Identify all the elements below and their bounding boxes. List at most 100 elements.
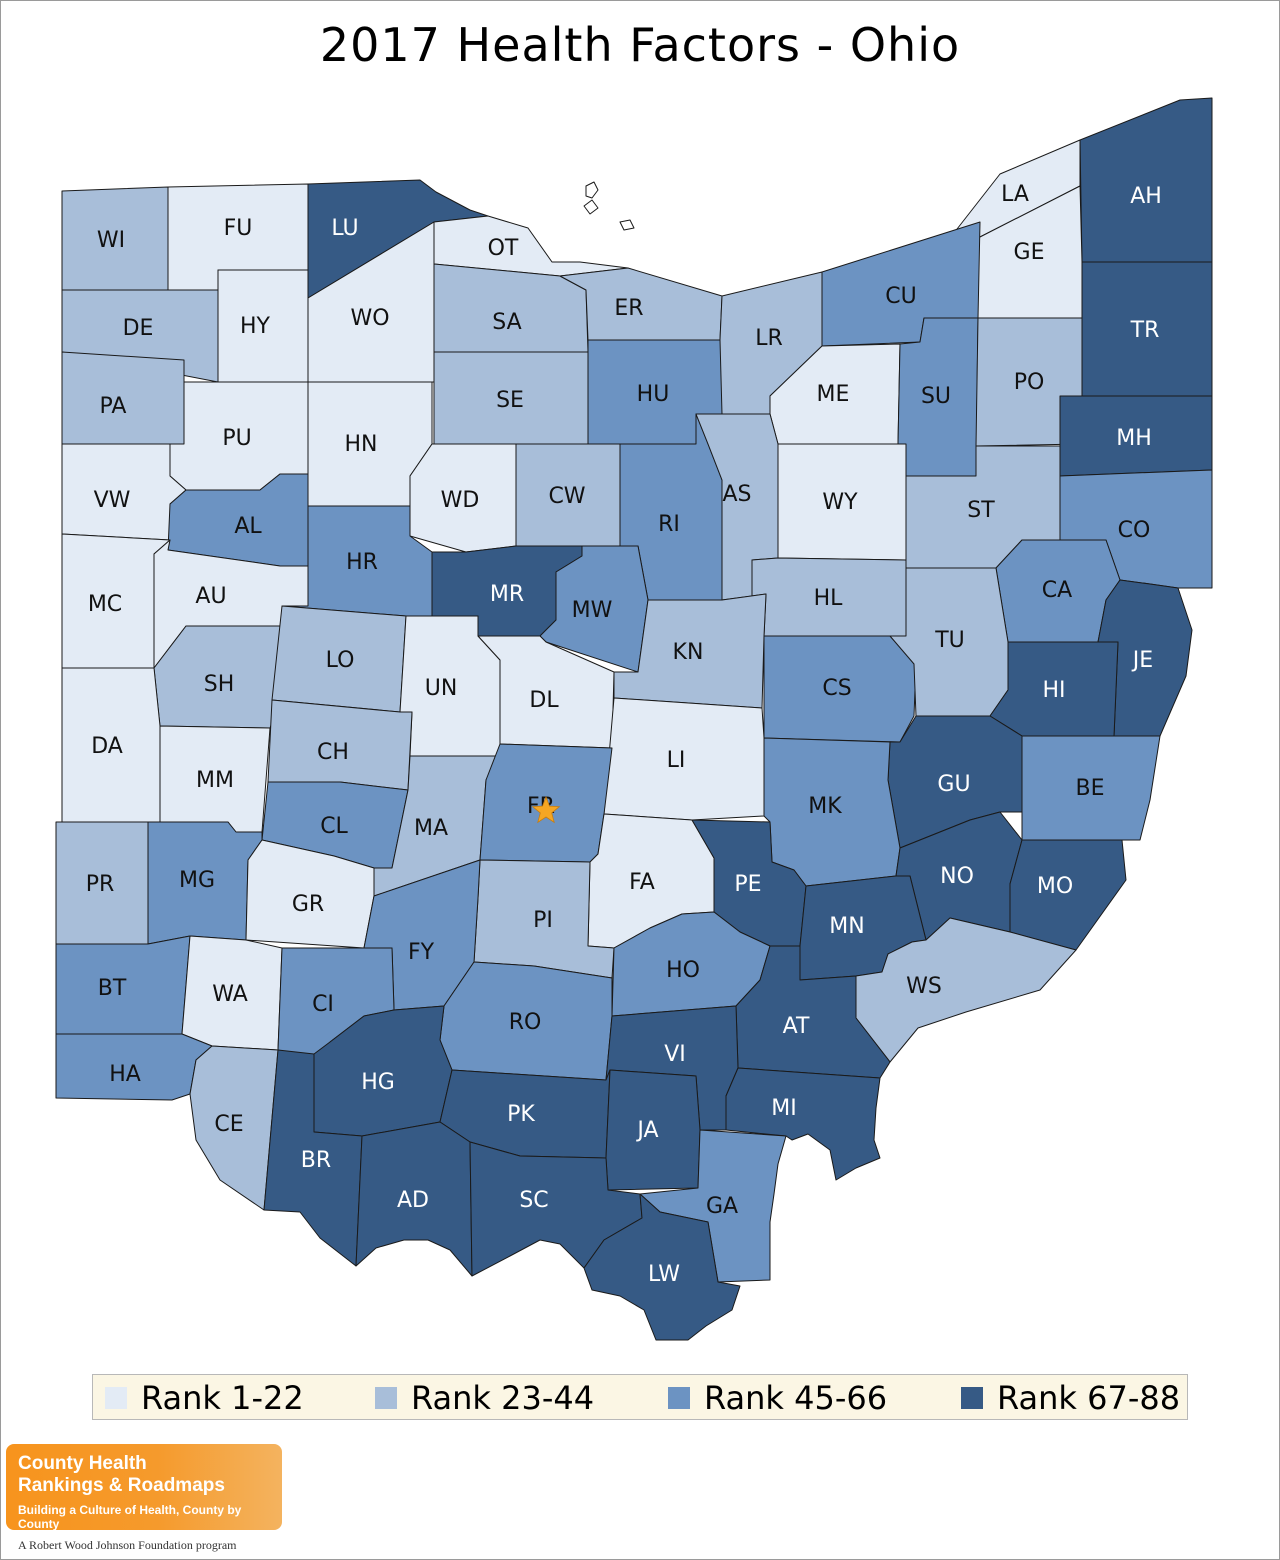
county-label-la: LA [1001, 182, 1029, 207]
county-label-ma: MA [414, 816, 448, 841]
county-mi[interactable] [725, 1067, 881, 1181]
map-title: 2017 Health Factors - Ohio [319, 18, 961, 72]
county-label-no: NO [940, 864, 974, 889]
county-label-hr: HR [346, 550, 378, 575]
county-label-gu: GU [937, 772, 970, 797]
county-label-fu: FU [224, 216, 253, 241]
county-label-be: BE [1076, 776, 1105, 801]
county-be[interactable] [1021, 735, 1161, 841]
county-label-su: SU [921, 384, 951, 409]
legend-swatch [105, 1387, 127, 1409]
legend-label: Rank 1-22 [141, 1379, 304, 1417]
county-label-fy: FY [408, 940, 435, 965]
legend-item-rank-1-22: Rank 1-22 [105, 1375, 304, 1421]
county-label-ja: JA [635, 1118, 658, 1143]
county-label-as: AS [722, 482, 751, 507]
star-icon [531, 795, 561, 824]
county-label-pk: PK [507, 1102, 535, 1127]
legend-swatch [961, 1387, 983, 1409]
county-label-pr: PR [86, 872, 115, 897]
lake-erie-island [619, 219, 635, 231]
county-label-de: DE [123, 316, 154, 341]
county-label-un: UN [425, 676, 458, 701]
county-label-pa: PA [100, 394, 127, 419]
county-label-mw: MW [572, 598, 613, 623]
county-label-cs: CS [822, 676, 851, 701]
legend-label: Rank 45-66 [704, 1379, 888, 1417]
county-label-mh: MH [1116, 426, 1152, 451]
county-label-sc: SC [519, 1188, 548, 1213]
county-label-cu: CU [885, 284, 916, 309]
county-label-ci: CI [312, 992, 334, 1017]
county-label-mn: MN [829, 914, 864, 939]
county-lw[interactable] [583, 1193, 741, 1341]
county-ga[interactable] [639, 1129, 787, 1283]
county-label-cw: CW [548, 484, 585, 509]
county-label-ha: HA [109, 1062, 141, 1087]
county-label-wo: WO [350, 306, 389, 331]
foundation-credit: A Robert Wood Johnson Foundation program [18, 1538, 237, 1552]
county-label-st: ST [967, 498, 995, 523]
county-label-kn: KN [673, 640, 704, 665]
county-label-at: AT [783, 1014, 810, 1039]
county-label-lo: LO [326, 648, 355, 673]
county-label-mo: MO [1037, 874, 1073, 899]
county-label-gr: GR [292, 892, 324, 917]
county-label-ch: CH [317, 740, 349, 765]
county-label-pe: PE [734, 872, 761, 897]
county-ce[interactable] [189, 1045, 279, 1211]
logo-tagline: Building a Culture of Health, County by … [18, 1503, 242, 1531]
county-label-se: SE [496, 388, 524, 413]
county-label-mr: MR [490, 582, 524, 607]
county-label-wi: WI [97, 228, 125, 253]
legend: Rank 1-22 Rank 23-44 Rank 45-66 Rank 67-… [92, 1374, 1188, 1420]
county-ad[interactable] [355, 1121, 473, 1277]
legend-swatch [668, 1387, 690, 1409]
county-label-tr: TR [1130, 318, 1160, 343]
county-label-co: CO [1118, 518, 1151, 543]
county-health-rankings-logo[interactable]: County Health Rankings & Roadmaps Buildi… [6, 1444, 282, 1531]
county-label-wy: WY [822, 490, 858, 515]
county-label-ce: CE [214, 1112, 243, 1137]
county-label-fa: FA [629, 870, 655, 895]
county-label-mk: MK [808, 794, 842, 819]
county-label-hu: HU [637, 382, 670, 407]
county-label-vw: VW [94, 488, 131, 513]
county-label-al: AL [234, 514, 262, 539]
legend-item-rank-45-66: Rank 45-66 [668, 1375, 887, 1421]
county-label-je: JE [1131, 648, 1153, 673]
county-label-ot: OT [488, 236, 519, 261]
legend-label: Rank 67-88 [997, 1379, 1181, 1417]
county-label-hi: HI [1042, 678, 1065, 703]
county-label-ho: HO [666, 958, 700, 983]
county-label-bt: BT [98, 976, 127, 1001]
county-label-cl: CL [320, 814, 348, 839]
lake-erie-island [583, 199, 599, 215]
county-label-li: LI [667, 748, 686, 773]
county-label-me: ME [817, 382, 850, 407]
county-gr[interactable] [245, 839, 375, 949]
legend-label: Rank 23-44 [411, 1379, 595, 1417]
logo-line-2: Rankings & Roadmaps [18, 1475, 225, 1496]
county-label-ro: RO [509, 1010, 542, 1035]
county-label-mg: MG [179, 868, 215, 893]
ohio-county-map: WI FU LU OT LA AH GE DE HY WO SA ER LR CU TR PA PU HN SE HU… [55, 97, 1213, 1341]
county-label-ca: CA [1042, 578, 1072, 603]
legend-item-rank-67-88: Rank 67-88 [961, 1375, 1180, 1421]
county-label-ga: GA [706, 1194, 738, 1219]
county-label-pu: PU [222, 426, 251, 451]
county-label-ge: GE [1014, 240, 1045, 265]
county-ah[interactable] [1079, 97, 1213, 263]
county-label-pi: PI [533, 908, 553, 933]
legend-item-rank-23-44: Rank 23-44 [375, 1375, 594, 1421]
county-label-dl: DL [529, 688, 559, 713]
county-label-ri: RI [658, 512, 680, 537]
county-label-mm: MM [196, 768, 234, 793]
county-label-tu: TU [934, 628, 965, 653]
county-label-sh: SH [204, 672, 235, 697]
county-label-mc: MC [88, 592, 122, 617]
county-label-po: PO [1014, 370, 1045, 395]
county-label-hy: HY [240, 314, 271, 339]
county-label-er: ER [614, 296, 643, 321]
lake-erie-island [585, 181, 599, 199]
